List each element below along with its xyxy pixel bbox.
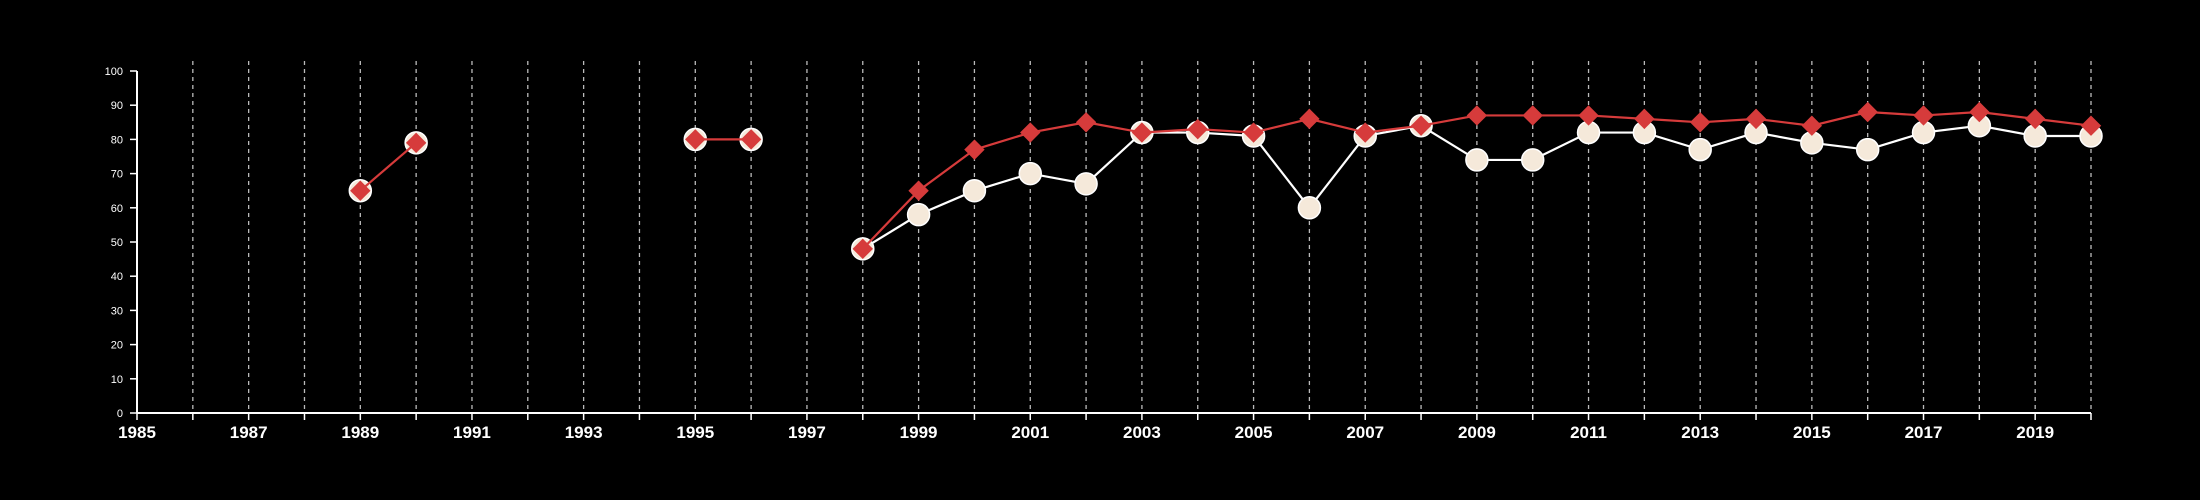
y-tick-label: 60 — [111, 203, 123, 215]
diamond-marker — [1466, 105, 1488, 126]
x-tick-label: 2019 — [2016, 423, 2054, 442]
circle-marker — [1465, 148, 1489, 172]
x-tick-label: 2007 — [1346, 423, 1384, 442]
x-tick-label: 1995 — [676, 423, 714, 442]
diamond-marker — [1857, 101, 1878, 123]
x-tick-label: 2001 — [1011, 423, 1049, 442]
y-tick-label: 20 — [111, 340, 123, 352]
series-layer — [348, 101, 2103, 261]
y-tick-label: 0 — [117, 408, 123, 420]
diamond-marker — [852, 238, 873, 260]
diamond-marker — [1913, 105, 1934, 126]
diamond-marker — [405, 132, 427, 154]
diamond-marker — [1299, 108, 1320, 130]
x-tick-label: 1991 — [453, 423, 491, 442]
diamond-marker — [685, 129, 706, 150]
x-tick-label: 2013 — [1681, 423, 1719, 442]
x-tick-label: 1989 — [341, 423, 379, 442]
circle-marker — [1688, 137, 1712, 162]
x-tick-label: 2003 — [1123, 423, 1161, 442]
diamond-marker — [964, 139, 985, 160]
diamond-marker — [1634, 108, 1655, 130]
series-line-diamond — [359, 141, 417, 192]
diamond-marker — [1689, 112, 1711, 133]
y-tick-label: 70 — [111, 169, 123, 181]
x-tick-label: 2009 — [1458, 423, 1496, 442]
x-tick-label: 1997 — [788, 423, 826, 442]
diamond-marker — [1187, 118, 1208, 140]
circle-marker — [906, 202, 931, 227]
diamond-marker — [1745, 108, 1767, 130]
x-tick-label: 1999 — [900, 423, 938, 442]
diamond-marker — [1801, 115, 1823, 136]
axes: 0 10 20 30 40 50 60 70 80 90 100 1985 1987 1989 1991 19… — [105, 66, 2092, 442]
y-tick-label: 50 — [111, 237, 123, 249]
diamond-marker — [1355, 122, 1376, 143]
y-tick-label: 40 — [111, 271, 123, 283]
circle-marker — [1297, 196, 1322, 220]
circle-marker — [1520, 148, 1545, 172]
circle-marker — [1074, 172, 1098, 196]
circle-marker — [1855, 137, 1880, 162]
diamond-marker — [1578, 105, 1599, 126]
diamond-marker — [1131, 122, 1153, 143]
diamond-marker — [1020, 122, 1041, 143]
circle-marker — [1018, 161, 1043, 186]
x-tick-label: 2011 — [1570, 423, 1607, 442]
diamond-marker — [1075, 112, 1097, 133]
y-tick-label: 100 — [105, 66, 123, 78]
y-tick-label: 90 — [111, 100, 123, 112]
x-tick-label: 1993 — [565, 423, 603, 442]
x-tick-label: 1987 — [230, 423, 268, 442]
diamond-marker — [908, 180, 929, 201]
y-tick-label: 30 — [111, 305, 123, 317]
x-tick-label: 2015 — [1793, 423, 1831, 442]
x-tick-label: 1985 — [118, 423, 156, 442]
diamond-marker — [1969, 101, 1990, 123]
diamond-marker — [350, 180, 371, 201]
x-tick-label: 2017 — [1905, 423, 1943, 442]
diamond-marker — [2080, 115, 2102, 136]
diamond-marker — [1243, 122, 1264, 143]
circle-marker — [962, 178, 987, 203]
diamond-marker — [1410, 115, 1432, 136]
y-tick-label: 10 — [111, 374, 123, 386]
diamond-marker — [2024, 108, 2046, 130]
diamond-marker — [1522, 105, 1543, 126]
x-tick-label: 2005 — [1235, 423, 1273, 442]
diamond-marker — [740, 129, 762, 150]
y-tick-label: 80 — [111, 134, 123, 146]
